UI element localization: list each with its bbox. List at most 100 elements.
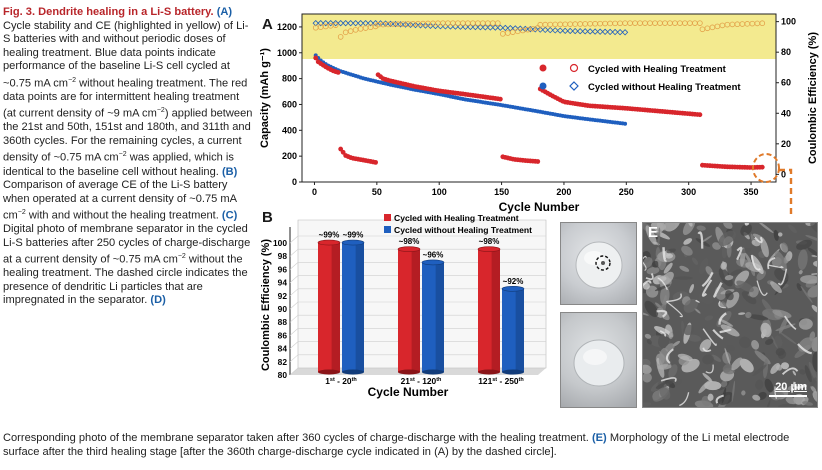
sem-grain — [645, 225, 657, 245]
capacity-point-healing — [373, 159, 378, 165]
sem-grain — [720, 261, 728, 270]
capacity-point-healing — [313, 55, 319, 61]
capacity-point-healing — [759, 164, 765, 170]
sem-grain — [698, 292, 714, 305]
bar-baseline: ~99% — [341, 231, 365, 375]
capacity-point-healing — [697, 112, 703, 118]
bar-body — [398, 249, 420, 372]
sem-grain — [654, 326, 674, 338]
ce-point-baseline — [422, 22, 429, 29]
sem-grain — [659, 387, 671, 400]
x-category-label: 21st - 120th — [401, 376, 442, 386]
sem-grain — [754, 350, 771, 365]
y-tick-label: 82 — [278, 357, 288, 367]
sem-grain — [770, 281, 782, 294]
ce-point-baseline — [327, 19, 334, 27]
bar-baseline: ~92% — [501, 277, 525, 375]
bar-value-label: ~96% — [423, 250, 444, 259]
sem-grain — [688, 223, 693, 227]
legend-label-healing: Cycled with Healing Treatment — [588, 64, 727, 75]
sem-grain — [785, 396, 797, 405]
sem-grain — [738, 312, 746, 315]
ce-point-baseline — [367, 19, 374, 27]
ce-point-healing — [495, 20, 501, 26]
sem-ridge — [736, 246, 743, 261]
bar-shade — [515, 288, 524, 372]
sem-grain — [755, 379, 764, 390]
sem-grain — [643, 311, 649, 316]
x-tick-label: 0 — [312, 187, 317, 197]
sem-ridge — [697, 231, 704, 249]
sem-grain — [654, 302, 664, 310]
x-axis-label: Cycle Number — [499, 200, 580, 214]
ce-point-baseline — [562, 27, 569, 34]
sem-grain — [654, 284, 671, 292]
sem-grain — [741, 291, 757, 305]
sem-grain — [696, 225, 706, 231]
sem-ridge — [784, 315, 797, 330]
sem-ridge — [643, 261, 647, 271]
sem-grain — [775, 348, 785, 356]
dashed-connector-arrow — [779, 168, 793, 216]
ce-point-baseline — [492, 24, 499, 31]
sem-ridge — [777, 268, 788, 286]
caption-text-c1: Digital photo of membrane separator in t… — [3, 223, 251, 266]
photo-separator-with-healing — [560, 312, 637, 408]
sem-ridge — [702, 347, 712, 353]
caption-text-b2: with and without the healing treatment. — [28, 209, 219, 222]
ce-point-baseline — [387, 20, 394, 28]
panel-letter-a: A — [262, 16, 273, 33]
separator-highlight — [584, 251, 604, 265]
bar-base — [398, 369, 420, 375]
sem-grain — [774, 250, 787, 271]
sem-ridge — [744, 223, 750, 226]
sem-grain — [643, 372, 652, 383]
x-axis-label: Cycle Number — [368, 385, 449, 399]
legend-b: Cycled with Healing Treatment Cycled wit… — [384, 213, 532, 235]
y-tick-label: 100 — [273, 238, 287, 248]
sem-grain — [657, 227, 661, 247]
photo-separator-without-healing — [560, 222, 637, 305]
sem-grain — [752, 364, 767, 377]
y-tick-label: 84 — [278, 344, 288, 354]
sem-grain — [726, 242, 732, 258]
grid-line-floor — [289, 341, 299, 349]
bar-base — [342, 369, 364, 375]
sem-grain — [711, 354, 722, 362]
grid-line-floor — [289, 314, 299, 323]
chart-a-cycle-stability: 0 200 400 600 800 1000 1200 0 20 40 60 80 100 0 50 10… — [259, 13, 819, 216]
sem-grain — [800, 285, 813, 303]
sem-grain — [748, 314, 769, 321]
sem-ridge — [679, 392, 690, 407]
sem-ridge — [719, 328, 732, 334]
y-axis-label: Coulombic Efficiency (%) — [260, 239, 272, 371]
ce-point-baseline — [502, 24, 509, 32]
ce-point-baseline — [621, 29, 629, 36]
sem-grain — [797, 249, 808, 271]
ce-point-healing — [697, 20, 703, 26]
ce-point-baseline — [557, 27, 564, 34]
sem-grain — [726, 291, 740, 309]
sem-grain — [764, 378, 774, 393]
sem-grain — [771, 335, 778, 349]
caption-sup: −2 — [177, 253, 186, 261]
bar-shade — [411, 249, 420, 372]
sem-grain — [677, 353, 693, 361]
sem-grain — [763, 358, 769, 379]
caption-label-b: (B) — [221, 165, 238, 178]
sem-ridge — [705, 364, 714, 374]
sem-grain — [720, 380, 728, 388]
sem-grain — [810, 223, 817, 235]
sem-grain — [683, 238, 693, 245]
y2-tick-label: 80 — [781, 47, 791, 57]
y-tick-label: 600 — [282, 99, 297, 109]
y-tick-label: 98 — [278, 251, 288, 261]
figure-caption: Fig. 3. Dendrite healing in a Li-S batte… — [3, 6, 255, 308]
legend-swatch-blue — [384, 226, 391, 233]
sem-grain — [698, 380, 711, 394]
bar-base — [422, 369, 444, 375]
caption-text-a3: ) applied between the 21st and 50th, 151… — [3, 107, 253, 165]
bar-top — [341, 239, 365, 246]
ce-point-baseline — [342, 19, 349, 27]
